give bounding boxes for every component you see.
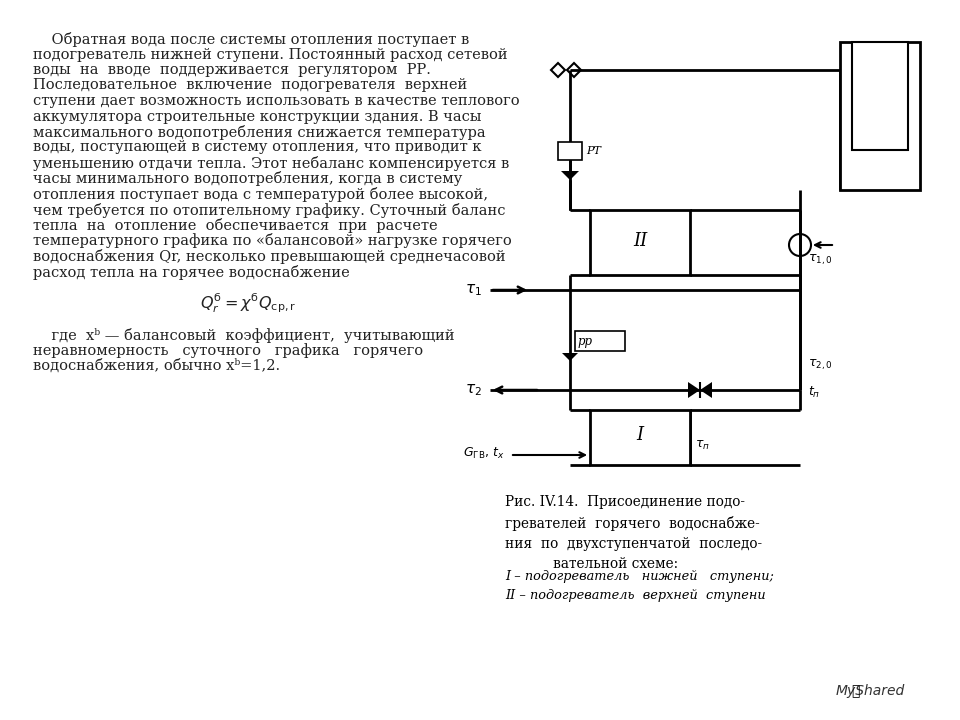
Bar (590, 210, 690, 275)
Text: рр: рр (577, 335, 592, 348)
Text: температурного графика по «балансовой» нагрузке горячего: температурного графика по «балансовой» н… (33, 233, 512, 248)
Text: тепла  на  отопление  обеспечивается  при  расчете: тепла на отопление обеспечивается при ра… (33, 218, 438, 233)
Text: неравномерность   суточного   графика   горячего: неравномерность суточного графика горяче… (33, 343, 423, 359)
Text: воды  на  вводе  поддерживается  регулятором  РР.: воды на вводе поддерживается регулятором… (33, 63, 431, 77)
Bar (558, 142, 582, 160)
Text: $G_{\rm ГВ},\,t_x$: $G_{\rm ГВ},\,t_x$ (463, 446, 505, 461)
Text: $\tau_{2,0}$: $\tau_{2,0}$ (808, 358, 832, 372)
Text: подогреватель нижней ступени. Постоянный расход сетевой: подогреватель нижней ступени. Постоянный… (33, 48, 508, 61)
Text: где  xᵇ — балансовый  коэффициент,  учитывающий: где xᵇ — балансовый коэффициент, учитыва… (33, 328, 455, 343)
Polygon shape (561, 171, 579, 180)
Bar (575, 331, 625, 351)
Text: II: II (633, 232, 647, 250)
Text: Последовательное  включение  подогревателя  верхней: Последовательное включение подогревателя… (33, 78, 468, 92)
Text: водоснабжения, обычно xᵇ=1,2.: водоснабжения, обычно xᵇ=1,2. (33, 359, 280, 373)
Text: часы минимального водопотребления, когда в систему: часы минимального водопотребления, когда… (33, 171, 463, 186)
Text: водоснабжения Qr, несколько превышающей среднечасовой: водоснабжения Qr, несколько превышающей … (33, 249, 506, 264)
Text: воды, поступающей в систему отопления, что приводит к: воды, поступающей в систему отопления, ч… (33, 140, 482, 155)
Text: I – подогреватель   нижней   ступени;
II – подогреватель  верхней  ступени: I – подогреватель нижней ступени; II – п… (505, 570, 774, 601)
Bar (852, 42, 908, 150)
Polygon shape (688, 382, 700, 398)
Text: I: I (636, 426, 643, 444)
Bar (590, 410, 690, 465)
Text: MyShared: MyShared (836, 684, 905, 698)
Text: расход тепла на горячее водоснабжение: расход тепла на горячее водоснабжение (33, 264, 349, 279)
Text: уменьшению отдачи тепла. Этот небаланс компенсируется в: уменьшению отдачи тепла. Этот небаланс к… (33, 156, 509, 171)
Text: $\tau_{1,0}$: $\tau_{1,0}$ (808, 253, 832, 267)
Text: чем требуется по отопительному графику. Суточный баланс: чем требуется по отопительному графику. … (33, 202, 506, 217)
Text: $\tau_1$: $\tau_1$ (465, 282, 482, 298)
Text: $Q_r^{\rm б}=\chi^{\rm б}Q_{\rm cp,r}$: $Q_r^{\rm б}=\chi^{\rm б}Q_{\rm cp,r}$ (200, 290, 297, 315)
Text: Рис. IV.14.  Присоединение подо-
гревателей  горячего  водоснабже-
ния  по  двух: Рис. IV.14. Присоединение подо- гревател… (505, 495, 762, 571)
Text: аккумулятора строительные конструкции здания. В часы: аккумулятора строительные конструкции зд… (33, 109, 482, 124)
Text: Обратная вода после системы отопления поступает в: Обратная вода после системы отопления по… (33, 32, 469, 47)
Text: $\tau_2$: $\tau_2$ (466, 382, 482, 398)
Text: 🖥: 🖥 (851, 684, 859, 698)
Polygon shape (562, 353, 578, 361)
Text: максимального водопотребления снижается температура: максимального водопотребления снижается … (33, 125, 486, 140)
Text: РТ: РТ (586, 146, 601, 156)
Text: $\tau_п$: $\tau_п$ (695, 438, 709, 451)
Bar (840, 42, 920, 190)
Polygon shape (700, 382, 712, 398)
Text: ступени дает возможность использовать в качестве теплового: ступени дает возможность использовать в … (33, 94, 519, 108)
Text: отопления поступает вода с температурой более высокой,: отопления поступает вода с температурой … (33, 187, 488, 202)
Text: $t_п$: $t_п$ (808, 385, 820, 400)
